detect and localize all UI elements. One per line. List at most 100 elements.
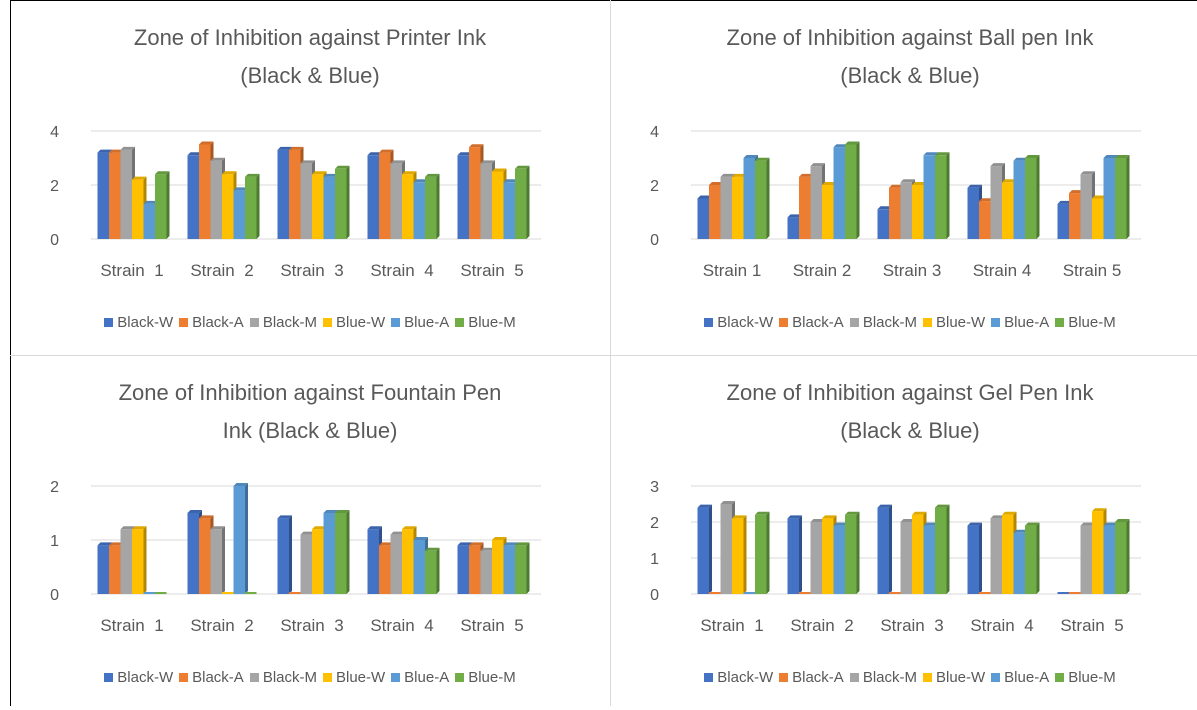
bar-top [810,163,825,167]
bar-front [1013,532,1025,594]
bar-front [97,545,109,594]
legend-item: Black-M [849,314,917,331]
x-tick-label: Strain 1 [703,261,762,280]
legend-label: Blue-W [935,314,986,331]
legend-item: Black-A [179,669,244,686]
legend-item: Blue-W [922,669,985,686]
bar-top [233,483,248,486]
legend-swatch [991,673,1001,682]
bar-side [166,171,170,239]
bar-front [120,529,132,594]
bar-side [709,504,712,594]
legend-label: Black-A [792,669,844,686]
chart-plot: 0 1 2 3 Strain 1 Strain 2 Strain 3 Strain 4 Stra… [650,479,1141,635]
bar-front [425,550,437,594]
bar-front [732,518,744,594]
bar-top [900,519,915,522]
bar-top [222,171,237,175]
bar-front [457,545,469,594]
bar [845,141,860,239]
bar-top [877,504,892,508]
bar-front [233,190,245,239]
bar-top [245,173,260,177]
bar-front [1069,592,1081,594]
bar-front [515,168,527,239]
bar-top [822,182,837,185]
bar-side [766,157,770,239]
bar-front [503,545,515,594]
chart-title: Zone of Inhibition against Fountain Pen … [11,374,609,450]
legend-label: Black-A [192,314,244,331]
bar-front [143,592,155,594]
bar-top [967,522,982,526]
bar-front [720,176,732,239]
bar-front [833,525,845,594]
chart-legend: Black-W Black-A Black-M Blue-W Blue-A Blue-M [11,314,609,331]
chart-frame [10,0,1197,706]
legend-item: Blue-M [1055,314,1116,331]
y-tick-label: 2 [50,178,59,195]
bar-top [300,531,315,535]
bar-front [245,176,257,239]
bar-top [210,157,225,161]
bar-top [1013,157,1028,161]
bar-front [743,592,755,594]
legend-item: Black-M [249,314,317,331]
bar-side [346,165,350,239]
bar-top [492,537,507,540]
bar-top [379,149,394,153]
bar-top [323,173,338,177]
legend-item: Blue-A [391,314,449,331]
bar-side [799,515,802,594]
bar-front [1013,160,1025,239]
bar [967,522,982,594]
bar-top [425,547,440,551]
bar-top [935,504,950,508]
bar [245,592,257,594]
bar-front [1080,174,1092,239]
bar-front [1080,525,1092,594]
bar-front [402,529,414,594]
bar-top [312,171,327,175]
bar-top [503,542,518,546]
bar-front [155,174,167,239]
bar-front [492,171,504,239]
bar-front [755,514,767,594]
chart-legend: Black-W Black-A Black-M Blue-W Blue-A Blue-M [11,669,609,686]
bar-front [709,592,721,594]
legend-label: Black-M [862,669,917,686]
bar-front [720,504,732,594]
bar-top [1115,519,1130,522]
bar [787,515,802,594]
y-tick-label: 1 [650,551,659,568]
bar-front [755,160,767,239]
bar [515,165,530,239]
bar [222,592,234,594]
legend-swatch [779,673,789,682]
x-tick-label: Strain 5 [460,261,523,280]
legend-label: Blue-W [335,314,386,331]
bar-top [979,198,994,202]
chart-title-line-2: Ink (Black & Blue) [222,418,398,443]
bar-top [912,511,927,515]
bar [425,173,440,239]
bar-front [300,163,312,239]
bar-front [799,592,811,594]
legend-label: Blue-A [1004,314,1050,331]
bar-front [787,217,799,239]
bar-top [289,146,304,150]
bar-front [697,507,709,594]
bar-front [492,540,504,594]
legend-label: Black-M [262,669,317,686]
bar-top [390,160,405,164]
bar-front [845,144,857,239]
bar-top [990,515,1005,519]
x-tick-label: Strain 5 [1063,261,1122,280]
bar [143,592,155,594]
bar-top [833,144,848,148]
bar-front [143,203,155,239]
bar-top [469,144,484,148]
bar-top [155,171,170,175]
bar-top [379,542,394,546]
bar-top [1080,171,1095,175]
